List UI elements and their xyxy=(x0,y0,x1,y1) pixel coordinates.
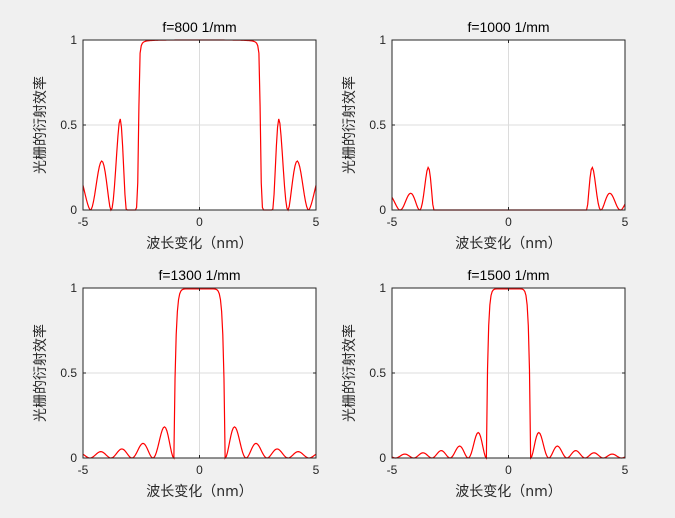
chart-title: f=1000 1/mm xyxy=(467,19,549,35)
x-axis-label: 波长变化（nm） xyxy=(455,484,562,500)
x-tick-label: 0 xyxy=(505,463,512,477)
y-axis-label: 光栅的衍射效率 xyxy=(341,76,358,174)
x-tick-label: 0 xyxy=(505,215,512,229)
x-tick-label: -5 xyxy=(387,463,398,477)
y-axis-label: 光栅的衍射效率 xyxy=(341,324,358,422)
y-tick-label: 1 xyxy=(70,33,77,47)
x-tick-label: -5 xyxy=(78,215,89,229)
x-axis-label: 波长变化（nm） xyxy=(146,484,253,500)
y-tick-label: 1 xyxy=(379,33,386,47)
y-tick-label: 1 xyxy=(379,281,386,295)
y-tick-label: 0.5 xyxy=(60,366,77,380)
x-tick-label: -5 xyxy=(387,215,398,229)
x-tick-label: 0 xyxy=(196,215,203,229)
x-tick-label: 0 xyxy=(196,463,203,477)
x-tick-label: 5 xyxy=(622,463,629,477)
x-tick-label: 5 xyxy=(313,215,320,229)
chart-title: f=800 1/mm xyxy=(162,19,236,35)
chart-title: f=1300 1/mm xyxy=(158,267,240,283)
x-axis-label: 波长变化（nm） xyxy=(455,236,562,252)
y-axis-label: 光栅的衍射效率 xyxy=(32,324,49,422)
chart-title: f=1500 1/mm xyxy=(467,267,549,283)
y-tick-label: 0 xyxy=(70,451,77,465)
y-tick-label: 0 xyxy=(70,203,77,217)
x-tick-label: -5 xyxy=(78,463,89,477)
y-axis-label: 光栅的衍射效率 xyxy=(32,76,49,174)
y-tick-label: 0.5 xyxy=(369,118,386,132)
x-tick-label: 5 xyxy=(313,463,320,477)
x-tick-label: 5 xyxy=(622,215,629,229)
y-tick-label: 0.5 xyxy=(369,366,386,380)
y-tick-label: 0.5 xyxy=(60,118,77,132)
y-tick-label: 1 xyxy=(70,281,77,295)
y-tick-label: 0 xyxy=(379,451,386,465)
y-tick-label: 0 xyxy=(379,203,386,217)
x-axis-label: 波长变化（nm） xyxy=(146,236,253,252)
